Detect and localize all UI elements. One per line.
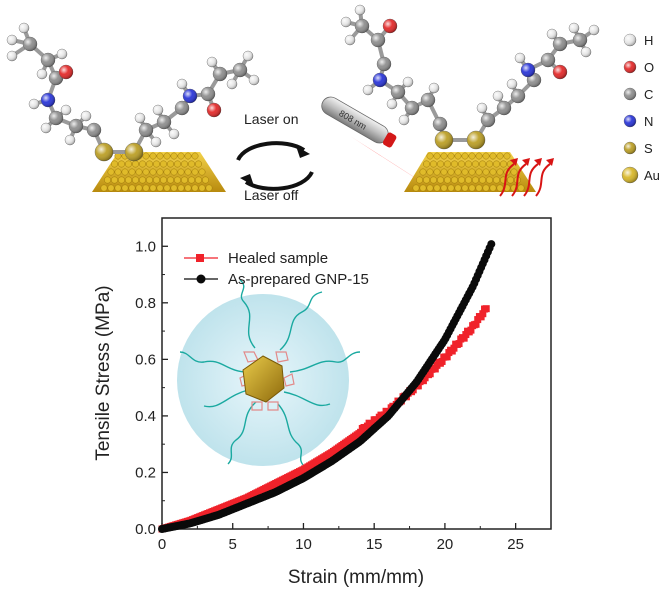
y-tick-label: 0.6 bbox=[135, 351, 156, 368]
laser-on-label: Laser on bbox=[244, 111, 298, 127]
y-axis: 0.0 0.2 0.4 0.6 0.8 1.0 bbox=[135, 238, 168, 538]
atom-legend-label: S bbox=[644, 141, 653, 156]
series-layer bbox=[158, 240, 496, 533]
data-point bbox=[479, 310, 487, 318]
atom-legend-label: H bbox=[644, 33, 653, 48]
data-point bbox=[472, 320, 480, 328]
legend-marker bbox=[196, 254, 204, 262]
data-point bbox=[450, 344, 458, 352]
atom-legend-label: C bbox=[644, 87, 653, 102]
x-tick-label: 0 bbox=[158, 536, 166, 553]
data-point bbox=[455, 340, 463, 348]
tensile-chart: 0 5 10 15 20 25 0.0 0.2 0.4 0.6 0.8 1.0 Strain (mm… bbox=[93, 217, 552, 588]
y-tick-label: 0.0 bbox=[135, 521, 156, 538]
y-axis-label: Tensile Stress (MPa) bbox=[93, 285, 114, 460]
molecule-right bbox=[340, 4, 600, 150]
x-axis: 0 5 10 15 20 25 bbox=[158, 523, 524, 553]
plot-frame bbox=[161, 217, 552, 530]
data-point bbox=[426, 370, 434, 378]
gold-surface-right bbox=[404, 152, 536, 192]
x-tick-label: 5 bbox=[229, 536, 237, 553]
data-point bbox=[368, 420, 376, 428]
legend-label: As-prepared GNP-15 bbox=[228, 271, 369, 288]
laser-off-label: Laser off bbox=[244, 187, 298, 203]
y-tick-label: 0.2 bbox=[135, 464, 156, 481]
gold-nanoparticle-icon bbox=[242, 355, 285, 403]
x-tick-label: 25 bbox=[507, 536, 524, 553]
y-tick-label: 1.0 bbox=[135, 238, 156, 255]
data-point bbox=[357, 428, 365, 436]
heat-arrows-icon bbox=[499, 158, 554, 197]
data-point bbox=[438, 357, 446, 365]
data-point bbox=[443, 353, 451, 361]
data-point bbox=[487, 240, 496, 249]
y-tick-label: 0.4 bbox=[135, 408, 156, 425]
x-axis-label: Strain (mm/mm) bbox=[288, 567, 424, 588]
series-healed-sample bbox=[158, 305, 490, 533]
x-tick-label: 10 bbox=[295, 536, 312, 553]
atom-legend-label: Au bbox=[644, 168, 660, 183]
molecule-left bbox=[6, 22, 260, 162]
data-point bbox=[482, 305, 490, 313]
legend-marker bbox=[196, 274, 206, 284]
series-as-prepared-gnp-15 bbox=[158, 240, 496, 533]
data-point bbox=[467, 326, 475, 334]
gold-surface-left bbox=[92, 152, 226, 192]
legend-label: Healed sample bbox=[228, 250, 328, 267]
chart-legend: Healed sample As-prepared GNP-15 bbox=[184, 250, 369, 288]
data-point bbox=[431, 365, 439, 373]
inset-illustration bbox=[177, 279, 361, 467]
data-point bbox=[460, 334, 468, 342]
cycle-arrows-icon bbox=[236, 141, 314, 191]
y-tick-label: 0.8 bbox=[135, 295, 156, 312]
atom-legend-label: N bbox=[644, 114, 653, 129]
x-tick-label: 15 bbox=[366, 536, 383, 553]
atom-legend-label: O bbox=[644, 60, 654, 75]
x-tick-label: 20 bbox=[437, 536, 454, 553]
